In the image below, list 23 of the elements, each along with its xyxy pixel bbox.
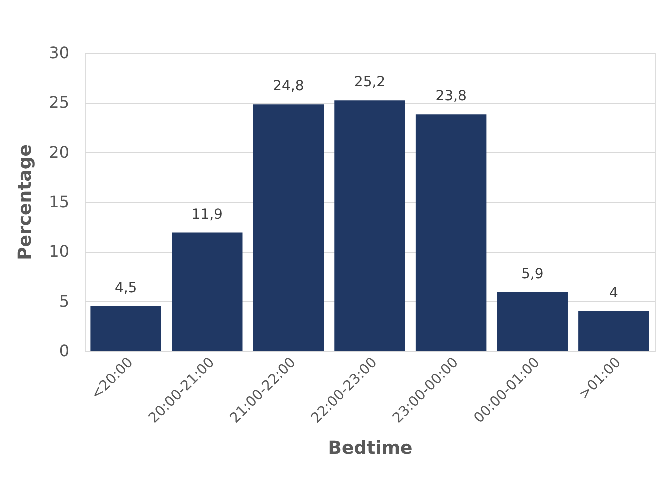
bar (578, 311, 650, 351)
data-label: 24,8 (273, 78, 304, 95)
data-label: 5,9 (521, 266, 544, 282)
bar (416, 114, 487, 351)
y-tick-label: 5 (59, 292, 70, 311)
y-tick-label: 25 (49, 93, 70, 112)
bar (334, 100, 406, 351)
x-axis-title: Bedtime (328, 438, 413, 460)
y-tick-label: 30 (49, 44, 70, 62)
y-tick-label: 20 (49, 142, 70, 162)
y-tick-label: 10 (49, 242, 70, 262)
y-axis-title: Percentage (15, 144, 36, 260)
y-tick-label: 15 (49, 192, 70, 212)
data-label: 4,5 (114, 280, 138, 296)
data-label: 4 (609, 285, 618, 302)
bar (172, 232, 243, 351)
bar (90, 306, 162, 351)
bar (497, 292, 568, 351)
data-label: 11,9 (192, 206, 223, 223)
bar (253, 104, 324, 351)
y-tick-label: 0 (59, 342, 70, 360)
data-label: 23,8 (436, 88, 467, 105)
data-label: 25,2 (354, 74, 386, 91)
